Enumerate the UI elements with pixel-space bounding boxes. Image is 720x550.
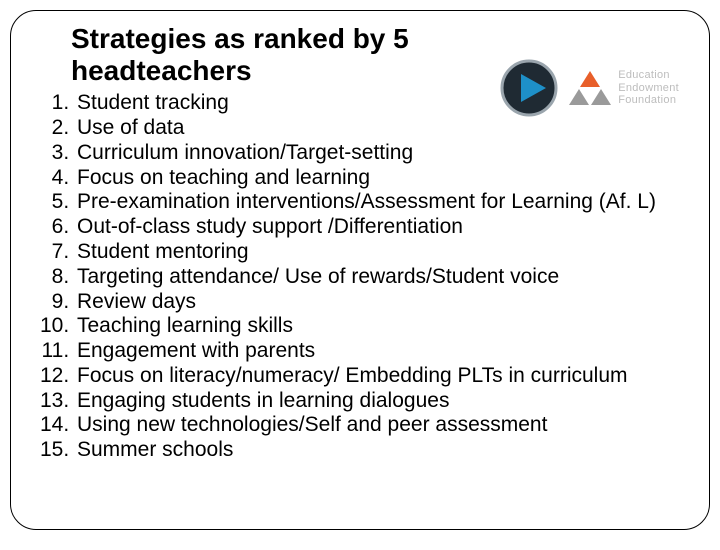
eef-line3: Foundation bbox=[618, 94, 679, 107]
slide-title: Strategies as ranked by 5 headteachers bbox=[71, 23, 511, 87]
play-icon bbox=[500, 59, 558, 117]
list-item: Out-of-class study support /Differentiat… bbox=[75, 215, 681, 240]
list-item: Pre-examination interventions/Assessment… bbox=[75, 190, 681, 215]
list-item: Student mentoring bbox=[75, 240, 681, 265]
list-item: Summer schools bbox=[75, 438, 681, 463]
top-right-logos: Education Endowment Foundation bbox=[500, 59, 679, 117]
list-item: Teaching learning skills bbox=[75, 314, 681, 339]
list-item: Use of data bbox=[75, 116, 681, 141]
eef-logo-mark bbox=[568, 69, 612, 107]
list-item: Focus on literacy/numeracy/ Embedding PL… bbox=[75, 364, 681, 389]
eef-logo-text: Education Endowment Foundation bbox=[618, 69, 679, 107]
list-item: Using new technologies/Self and peer ass… bbox=[75, 413, 681, 438]
list-item: Focus on teaching and learning bbox=[75, 166, 681, 191]
strategies-list: Student tracking Use of data Curriculum … bbox=[39, 91, 681, 462]
eef-line1: Education bbox=[618, 69, 679, 82]
eef-line2: Endowment bbox=[618, 82, 679, 95]
list-item: Curriculum innovation/Target-setting bbox=[75, 141, 681, 166]
slide-frame: Strategies as ranked by 5 headteachers bbox=[10, 10, 710, 530]
list-item: Engagement with parents bbox=[75, 339, 681, 364]
list-item: Review days bbox=[75, 290, 681, 315]
list-item: Engaging students in learning dialogues bbox=[75, 389, 681, 414]
eef-logo: Education Endowment Foundation bbox=[568, 69, 679, 107]
list-item: Targeting attendance/ Use of rewards/Stu… bbox=[75, 265, 681, 290]
